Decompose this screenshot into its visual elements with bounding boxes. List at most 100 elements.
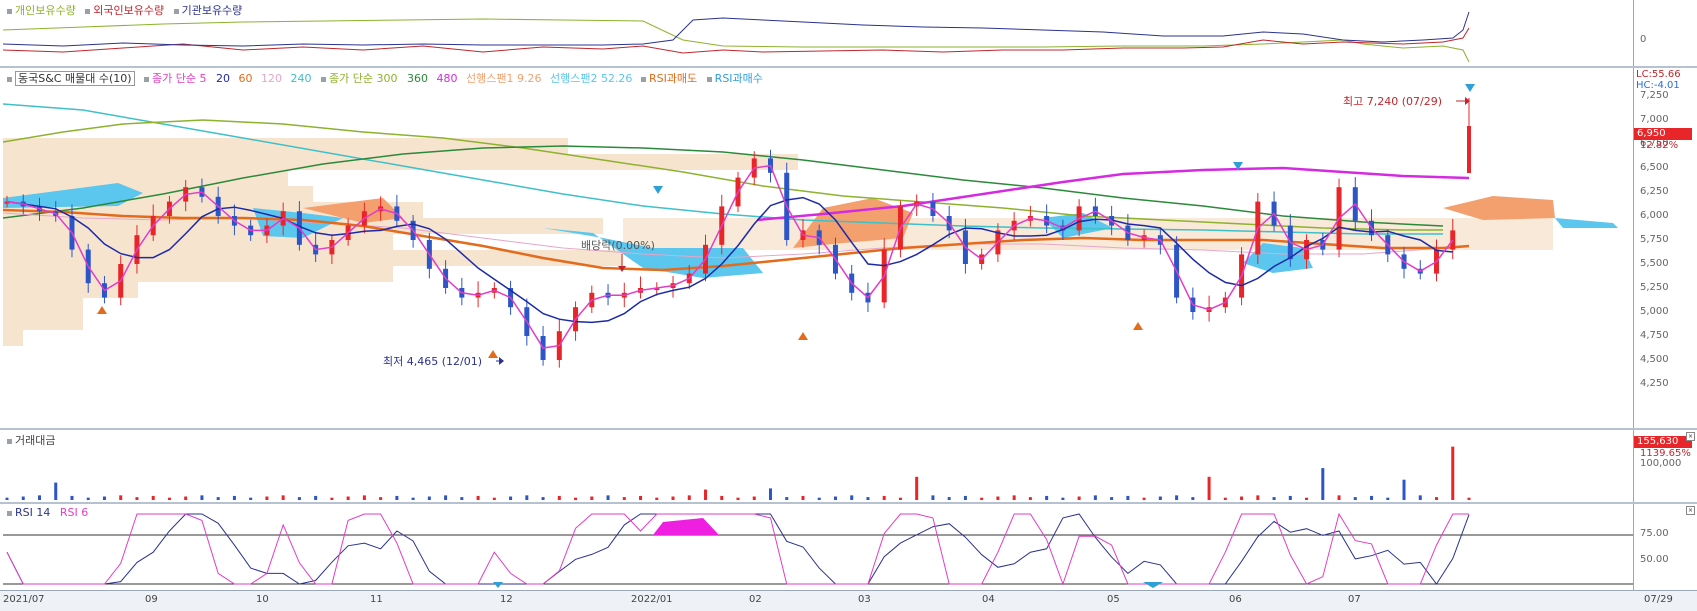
volume-bar [541, 497, 545, 500]
price-tick: 7,000 [1640, 114, 1669, 125]
x-axis[interactable]: 2021/07 09 10 11 12 2022/01 02 03 04 05 06 07 07/29 [0, 590, 1697, 611]
price-legend: 동국S&C 매물대 수(10) 종가 단순 5 20 60 120 240 종가… [7, 70, 769, 86]
price-tick: 5,500 [1640, 258, 1669, 269]
volume-bar [1175, 495, 1179, 500]
holdings-plot: 개인보유수량 외국인보유수량 기관보유수량 [2, 0, 1633, 66]
rsi-pane-close-button[interactable]: × [1686, 506, 1695, 515]
legend-ma360: 360 [407, 72, 428, 85]
price-plot[interactable]: 최고 7,240 (07/29) 최저 4,465 (12/01) 배당락(0.… [2, 68, 1633, 428]
volume-bar [1110, 497, 1114, 500]
x-axis-tick: 2022/01 [631, 594, 673, 605]
volume-bar [1223, 497, 1227, 500]
rsi-overbought-markers [653, 84, 1475, 194]
rsi-svg [3, 512, 1633, 588]
legend-ma240: 240 [290, 72, 312, 85]
x-axis-tick: 11 [370, 594, 383, 605]
volume-bar [1386, 497, 1390, 500]
price-y-axis[interactable]: LC:55.66 HC:-4.01 7,250 7,000 6,750 6,500 6,… [1633, 68, 1697, 428]
volume-bar [817, 497, 821, 500]
ma-20-line [6, 196, 1453, 324]
volume-bar [1158, 496, 1162, 500]
legend-institution: 기관보유수량 [173, 4, 242, 17]
institution-holdings-line [2, 11, 1470, 47]
volume-bar [444, 495, 448, 500]
volume-bar [265, 496, 269, 500]
x-axis-tick: 09 [145, 594, 158, 605]
volume-bar [509, 496, 513, 500]
volume-bar [1126, 495, 1130, 500]
volume-bar [1370, 495, 1374, 500]
volume-bar [1191, 497, 1195, 500]
volume-bar [54, 482, 58, 500]
volume-bar [70, 495, 74, 500]
volume-bar [460, 497, 464, 500]
pane-divider-2[interactable] [0, 428, 1697, 430]
x-axis-tick: 12 [500, 594, 513, 605]
volume-bar [687, 495, 691, 500]
volume-bar [135, 497, 139, 500]
volume-bar [395, 495, 399, 500]
volume-bar [1077, 496, 1081, 500]
volume-bar [1240, 496, 1244, 500]
price-tick: 6,000 [1640, 210, 1669, 221]
candle-body [4, 201, 10, 204]
volume-bar [346, 496, 350, 500]
legend-ma300: 종가 단순 300 [321, 72, 398, 85]
legend-ma120: 120 [261, 72, 283, 85]
volume-bar [1418, 495, 1422, 500]
legend-ma480: 480 [436, 72, 458, 85]
volume-bar [833, 496, 837, 500]
price-tick: 5,000 [1640, 306, 1669, 317]
volume-bar [1305, 497, 1309, 500]
volume-bar [1402, 479, 1406, 500]
price-tick: 5,750 [1640, 234, 1669, 245]
volume-bar [362, 495, 366, 500]
volume-bar [102, 496, 106, 500]
price-tick: 4,750 [1640, 330, 1669, 341]
legend-rsi-oversold: RSI과매도 [640, 72, 697, 85]
rsi-overbought-fill [653, 518, 719, 535]
volume-bar [931, 495, 935, 500]
volume-bar [1451, 446, 1455, 500]
volume-bar [184, 496, 188, 500]
volume-bar [1337, 495, 1341, 500]
volume-bar [963, 495, 967, 500]
legend-ma60: 60 [238, 72, 253, 85]
high-annotation: 최고 7,240 (07/29) [1343, 95, 1470, 108]
legend-span2: 선행스팬2 52.26 [549, 72, 633, 85]
volume-bar [768, 488, 772, 500]
volume-bar [752, 496, 756, 500]
volume-panel: 거래대금 100,000 155,630 1139.65% × [0, 430, 1697, 502]
volume-bar [492, 497, 496, 500]
rsi-6-line [6, 512, 1469, 586]
pane-divider-3[interactable] [0, 502, 1697, 504]
rsi-panel: RSI 14 RSI 6 75.00 50.00 × [0, 504, 1697, 590]
volume-bar [915, 476, 919, 500]
volume-bar [427, 496, 431, 500]
x-axis-tick: 10 [256, 594, 269, 605]
legend-ma20: 20 [216, 72, 231, 85]
volume-bar [5, 497, 9, 500]
rsi-low-marker-1 [493, 582, 503, 588]
volume-bar [1061, 497, 1065, 500]
volume-bar [281, 495, 285, 500]
low-annotation: 최저 4,465 (12/01) [383, 355, 504, 368]
dividend-annotation-text: 배당락(0.00%) [581, 239, 655, 252]
rsi-y-axis: 75.00 50.00 [1633, 504, 1697, 590]
holdings-lines [2, 11, 1470, 63]
volume-bar [314, 495, 318, 500]
volume-bar [850, 495, 854, 500]
volume-pane-close-button[interactable]: × [1686, 432, 1695, 441]
volume-bar [167, 497, 171, 500]
pane-divider[interactable] [0, 66, 1697, 68]
volume-bar [476, 495, 480, 500]
x-axis-tick: 04 [982, 594, 995, 605]
volume-bar [704, 489, 708, 500]
volume-bar [1012, 495, 1016, 500]
candle-body [654, 288, 660, 290]
price-tick: 7,250 [1640, 90, 1669, 101]
volume-bar [622, 497, 626, 500]
volume-bar [639, 495, 643, 500]
volume-last-badge: 155,630 [1634, 436, 1692, 448]
volume-bar [785, 497, 789, 500]
